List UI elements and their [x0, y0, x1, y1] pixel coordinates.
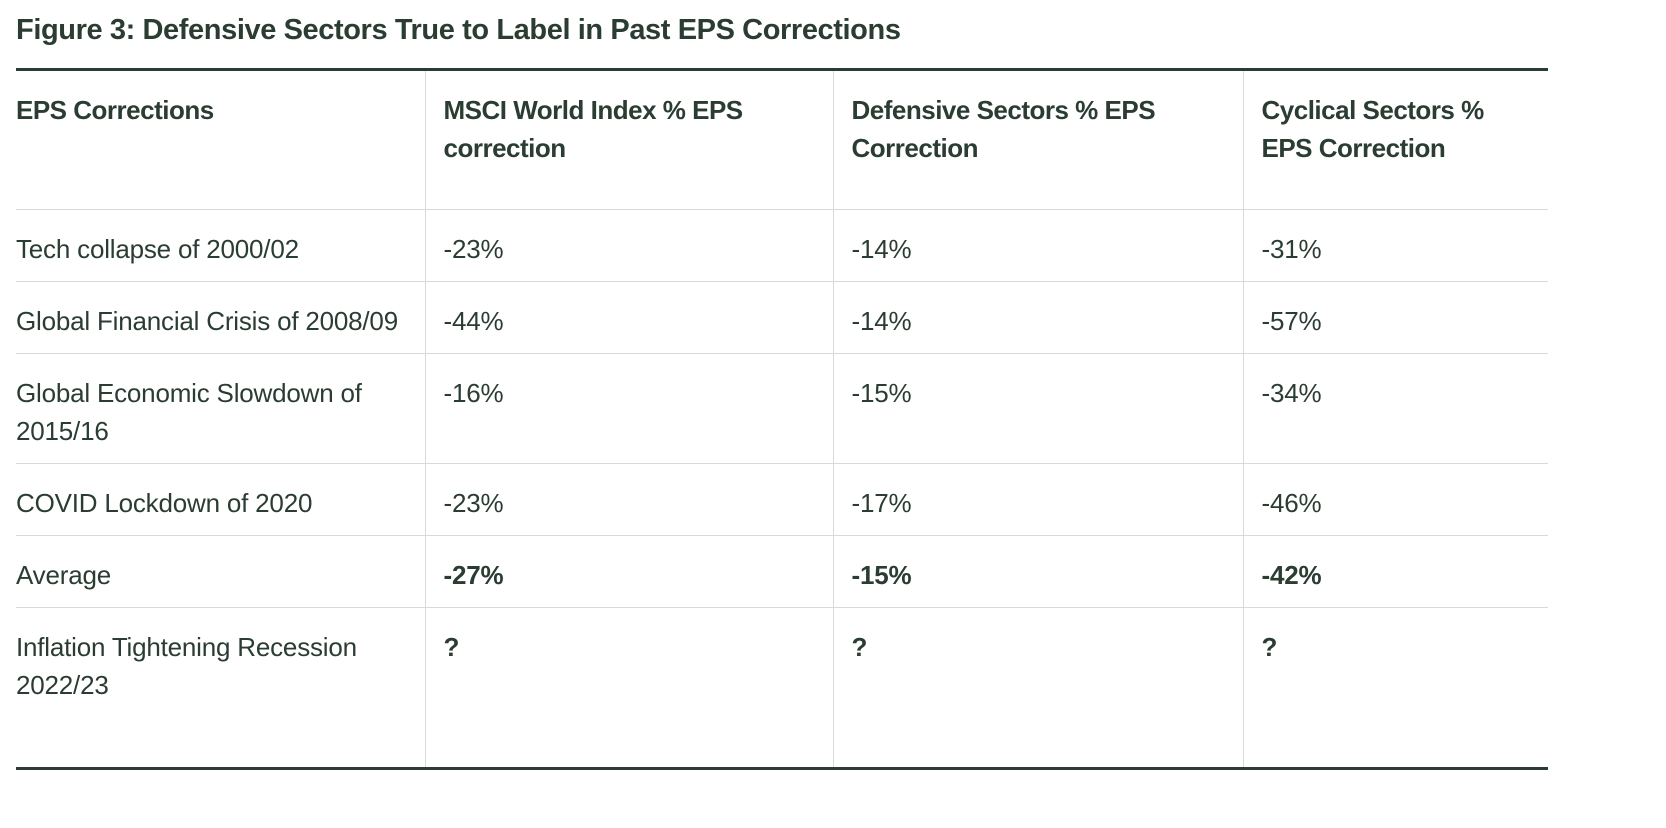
defensive-value: -14% — [832, 281, 1243, 354]
row-label: Average — [16, 535, 425, 608]
cyclical-value: -46% — [1242, 463, 1548, 536]
table-row-covid: COVID Lockdown of 2020 -23% -17% -46% — [16, 463, 1548, 536]
msci-value: -23% — [424, 463, 833, 536]
row-label: Global Financial Crisis of 2008/09 — [16, 281, 425, 354]
eps-corrections-table: EPS Corrections MSCI World Index % EPS c… — [16, 68, 1548, 770]
row-label: COVID Lockdown of 2020 — [16, 463, 425, 536]
cyclical-value: -57% — [1242, 281, 1548, 354]
table-header: EPS Corrections MSCI World Index % EPS c… — [16, 69, 1548, 210]
header-eps-corrections: EPS Corrections — [16, 69, 425, 210]
table-row-inflation-recession: Inflation Tightening Recession 2022/23 ?… — [16, 607, 1548, 769]
table-body: Tech collapse of 2000/02 -23% -14% -31% … — [16, 209, 1548, 769]
defensive-value: -17% — [832, 463, 1243, 536]
defensive-value: -15% — [832, 353, 1243, 464]
header-row: EPS Corrections MSCI World Index % EPS c… — [16, 69, 1548, 210]
defensive-value: -14% — [832, 209, 1243, 282]
cyclical-value: -42% — [1242, 535, 1548, 608]
table-row-average: Average -27% -15% -42% — [16, 535, 1548, 608]
table-row-gfc: Global Financial Crisis of 2008/09 -44% … — [16, 281, 1548, 354]
msci-value: -44% — [424, 281, 833, 354]
msci-value: ? — [424, 607, 833, 769]
header-cyclical-sectors: Cyclical Sectors % EPS Correction — [1242, 69, 1548, 210]
defensive-value: ? — [832, 607, 1243, 769]
row-label: Tech collapse of 2000/02 — [16, 234, 299, 264]
msci-value: -27% — [424, 535, 833, 608]
figure-container: Figure 3: Defensive Sectors True to Labe… — [16, 14, 1548, 770]
msci-value: -16% — [424, 353, 833, 464]
header-defensive-sectors: Defensive Sectors % EPS Correction — [832, 69, 1243, 210]
cyclical-value: ? — [1242, 607, 1548, 769]
table-row-slowdown: Global Economic Slowdown of 2015/16 -16%… — [16, 353, 1548, 464]
header-msci-world: MSCI World Index % EPS correction — [424, 69, 833, 210]
figure-title: Figure 3: Defensive Sectors True to Labe… — [16, 14, 901, 46]
cyclical-value: -34% — [1242, 353, 1548, 464]
defensive-value: -15% — [832, 535, 1243, 608]
row-label: Global Economic Slowdown of 2015/16 — [16, 353, 425, 464]
row-label: Inflation Tightening Recession 2022/23 — [16, 607, 425, 769]
table-row-tech-collapse: Tech collapse of 2000/02 -23% -14% -31% — [16, 209, 1548, 282]
cyclical-value: -31% — [1242, 209, 1548, 282]
msci-value: -23% — [424, 209, 833, 282]
